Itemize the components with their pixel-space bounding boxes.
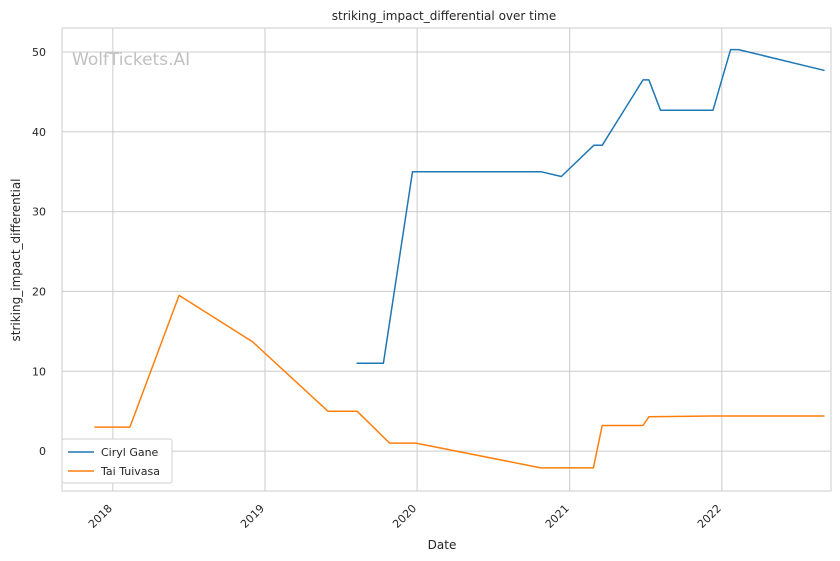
series-line-ciryl-gane [356,48,825,365]
x-axis-title: Date [428,538,457,552]
legend-label-tai-tuivasa: Tai Tuivasa [100,465,160,478]
legend: Ciryl Gane Tai Tuivasa [61,438,173,484]
y-tick-label: 50 [32,46,46,59]
legend-box [61,438,173,484]
legend-label-ciryl-gane: Ciryl Gane [101,446,159,459]
y-tick-label: 0 [39,445,46,458]
grid [62,28,831,491]
series-line-tai-tuivasa [94,294,825,469]
y-tick-label: 30 [32,206,46,219]
plot-frame [61,27,832,492]
series-layer [94,48,825,469]
y-tick-label: 40 [32,126,46,139]
y-tick-label: 10 [32,365,46,378]
watermark: WolfTickets.AI [72,50,190,70]
chart-title: striking_impact_differential over time [332,9,557,23]
y-tick-label: 20 [32,285,46,298]
y-axis-title: striking_impact_differential [9,178,23,341]
